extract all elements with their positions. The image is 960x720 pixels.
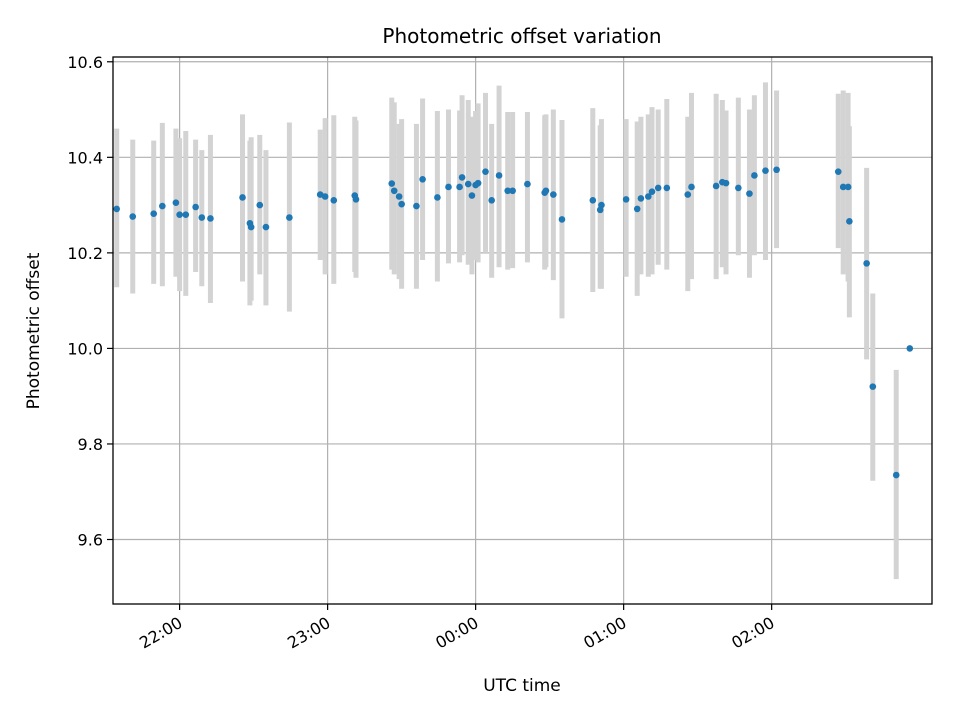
y-tick-label: 10.6 <box>67 53 103 72</box>
y-axis-label: Photometric offset <box>24 252 44 409</box>
data-point <box>445 183 452 191</box>
data-point <box>488 197 495 204</box>
data-point <box>524 180 531 188</box>
data-point <box>598 201 605 209</box>
data-point <box>684 191 692 198</box>
data-point <box>395 193 403 200</box>
data-point <box>637 195 645 202</box>
data-point <box>172 199 180 207</box>
data-point <box>474 179 482 187</box>
data-point <box>550 191 557 198</box>
data-point <box>262 223 270 231</box>
data-point <box>648 188 656 196</box>
data-point <box>129 213 137 220</box>
data-point <box>712 182 720 190</box>
data-point <box>495 172 503 179</box>
data-point <box>645 193 652 200</box>
chart-title: Photometric offset variation <box>382 24 661 48</box>
data-point <box>633 205 641 213</box>
data-point <box>176 211 183 218</box>
data-point <box>247 223 255 231</box>
data-point <box>735 184 742 192</box>
data-point <box>542 187 550 195</box>
y-tick-label: 10.0 <box>67 339 103 358</box>
data-point <box>182 211 190 218</box>
data-point <box>113 205 121 213</box>
data-point <box>869 383 877 390</box>
data-point <box>434 194 441 201</box>
plot-frame <box>112 56 933 605</box>
data-point <box>456 183 463 191</box>
data-point <box>390 187 398 195</box>
data-point <box>509 187 516 195</box>
data-point <box>834 168 842 175</box>
data-point <box>622 196 630 203</box>
y-tick-label: 10.2 <box>67 244 103 263</box>
data-point <box>464 180 472 188</box>
data-point <box>773 166 780 174</box>
data-point <box>198 214 206 221</box>
data-point <box>844 183 852 191</box>
data-point <box>192 203 199 211</box>
data-point <box>863 260 870 267</box>
data-point <box>413 202 420 210</box>
data-point <box>846 218 853 225</box>
data-point <box>388 180 396 187</box>
y-tick-label: 9.8 <box>78 435 103 454</box>
data-point <box>589 197 597 204</box>
data-points <box>113 166 914 479</box>
data-point <box>256 201 264 209</box>
data-point <box>654 184 662 192</box>
data-point <box>746 190 753 197</box>
data-point <box>207 215 214 222</box>
x-axis-label: UTC time <box>483 676 561 696</box>
data-point <box>906 345 914 352</box>
y-axis: 9.6 9.8 10.0 10.2 10.4 10.6 <box>67 53 113 550</box>
data-point <box>419 175 426 183</box>
data-point <box>352 196 360 203</box>
data-point <box>458 174 466 181</box>
data-point <box>398 200 405 208</box>
data-point <box>688 183 695 191</box>
data-point <box>150 210 158 217</box>
data-point <box>239 194 246 201</box>
data-point <box>286 214 293 221</box>
data-point <box>892 471 900 479</box>
y-tick-label: 9.6 <box>78 531 103 550</box>
data-point <box>663 184 671 192</box>
y-tick-label: 10.4 <box>67 148 103 167</box>
data-point <box>722 179 730 187</box>
data-point <box>321 193 329 200</box>
data-point <box>159 202 166 210</box>
data-point <box>558 216 566 223</box>
data-point <box>482 168 489 175</box>
data-point <box>751 172 758 179</box>
data-point <box>839 183 847 191</box>
data-point <box>504 187 511 195</box>
data-point <box>330 197 338 204</box>
data-point <box>468 192 476 199</box>
data-point <box>762 167 769 174</box>
